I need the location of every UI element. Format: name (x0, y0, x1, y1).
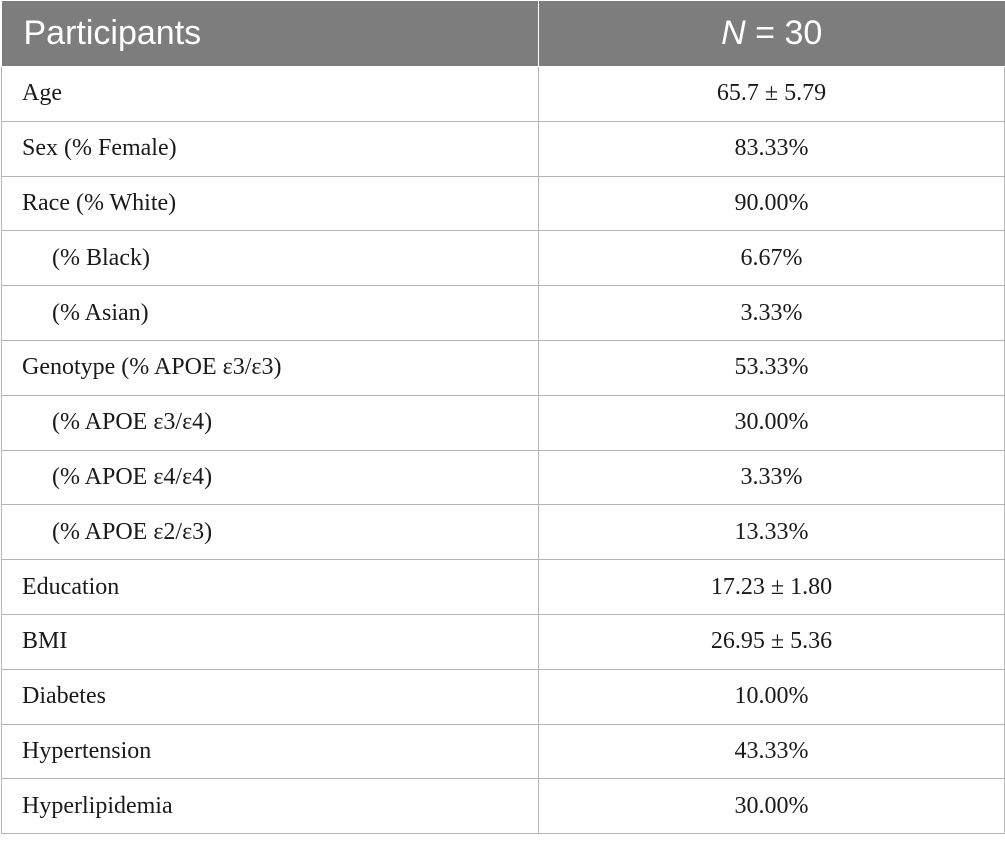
row-value: 10.00% (538, 668, 1005, 725)
table-row: Sex (% Female) 83.33% (1, 120, 1005, 177)
row-label: (% Asian) (1, 285, 539, 341)
row-label: (% APOE ε3/ε4) (1, 394, 539, 451)
table-row: Hypertension 43.33% (1, 723, 1005, 780)
row-label: Genotype (% APOE ε3/ε3) (1, 339, 539, 396)
row-value: 65.7 ± 5.79 (538, 66, 1005, 122)
table-row: (% APOE ε4/ε4) 3.33% (1, 449, 1005, 506)
row-value: 13.33% (538, 504, 1005, 561)
row-label: (% APOE ε4/ε4) (1, 449, 539, 506)
row-value: 3.33% (538, 449, 1005, 506)
row-value: 30.00% (538, 778, 1005, 835)
table-row: Education 17.23 ± 1.80 (1, 559, 1005, 615)
row-label: Diabetes (1, 668, 539, 725)
table-row: Genotype (% APOE ε3/ε3) 53.33% (1, 339, 1005, 396)
row-label: Age (1, 66, 539, 122)
table-row: BMI 26.95 ± 5.36 (1, 613, 1005, 670)
row-label: Hyperlipidemia (1, 778, 539, 835)
table-row: Diabetes 10.00% (1, 668, 1005, 725)
table-row: Age 65.7 ± 5.79 (1, 66, 1005, 122)
row-value: 83.33% (538, 120, 1005, 177)
row-value: 53.33% (538, 339, 1005, 396)
table-header-row: Participants N = 30 (1, 1, 1005, 67)
header-n-symbol: N (721, 14, 746, 52)
table-row: (% Asian) 3.33% (1, 285, 1005, 341)
row-label: Sex (% Female) (1, 120, 539, 177)
row-value: 6.67% (538, 230, 1005, 287)
row-value: 90.00% (538, 175, 1005, 232)
row-value: 43.33% (538, 723, 1005, 780)
row-label: BMI (1, 613, 539, 670)
row-label: (% APOE ε2/ε3) (1, 504, 539, 561)
row-value: 3.33% (538, 285, 1005, 341)
row-label: Hypertension (1, 723, 539, 780)
header-participants: Participants (1, 1, 539, 67)
header-sample-size: N = 30 (538, 1, 1005, 67)
table-row: (% APOE ε2/ε3) 13.33% (1, 504, 1005, 561)
row-label: Education (1, 559, 539, 615)
row-label: Race (% White) (1, 175, 539, 232)
header-n-value: = 30 (745, 14, 823, 52)
table-row: (% APOE ε3/ε4) 30.00% (1, 394, 1005, 451)
table-row: Hyperlipidemia 30.00% (1, 778, 1005, 835)
table-row: (% Black) 6.67% (1, 230, 1005, 287)
table-row: Race (% White) 90.00% (1, 175, 1005, 232)
row-value: 30.00% (538, 394, 1005, 451)
row-label: (% Black) (1, 230, 539, 287)
row-value: 17.23 ± 1.80 (538, 559, 1005, 615)
row-value: 26.95 ± 5.36 (538, 613, 1005, 670)
